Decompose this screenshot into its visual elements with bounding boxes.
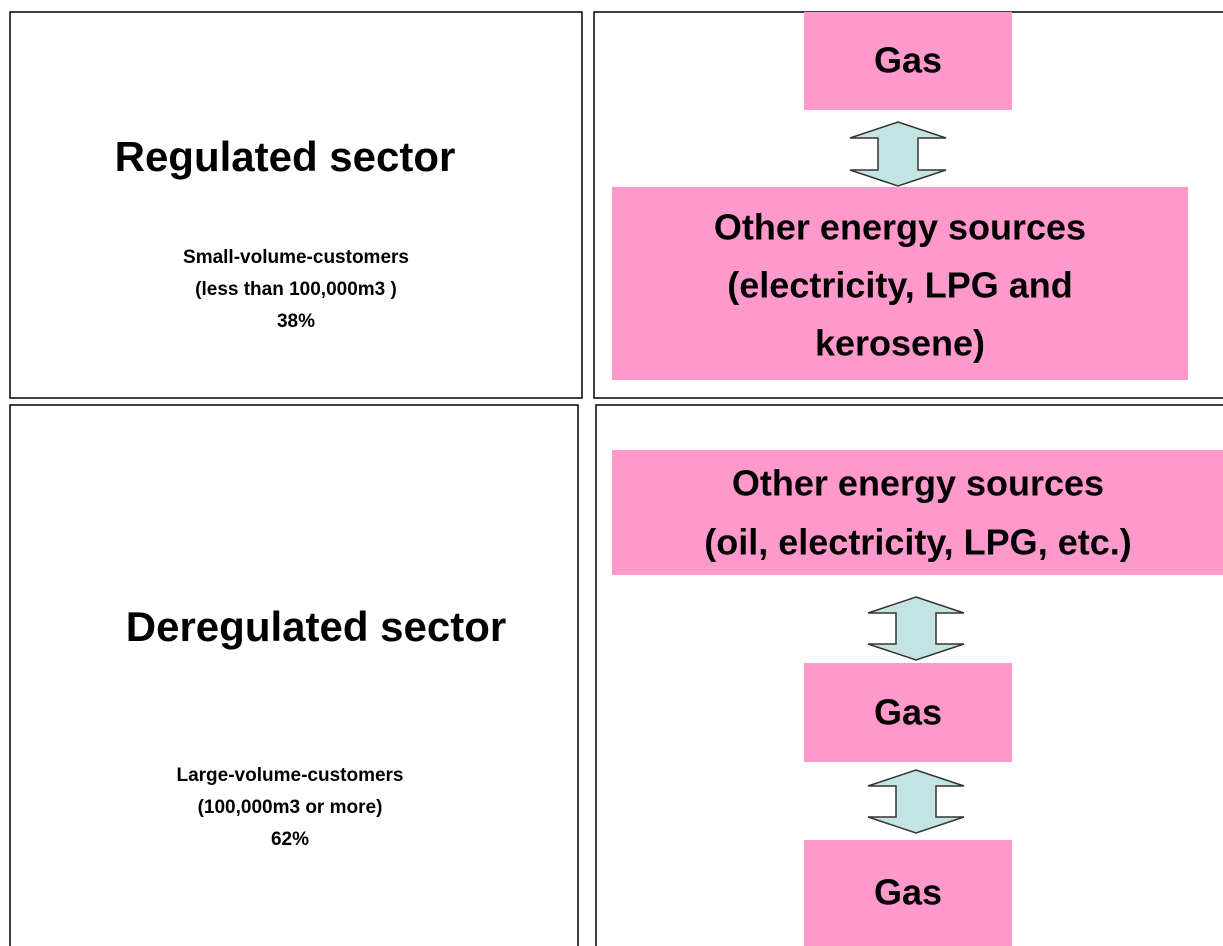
panel [9,404,579,946]
arrow [867,596,965,661]
energy-label: (electricity, LPG and [727,265,1072,306]
energy-box [612,187,1188,380]
sector-share: 62% [271,829,309,850]
energy-label: Other energy sources [732,463,1104,504]
arrow [849,121,947,187]
energy-box [804,840,1012,946]
energy-box [804,663,1012,762]
energy-label: kerosene) [815,323,985,364]
sector-note: (100,000m3 or more) [198,797,383,818]
energy-label: Gas [874,872,942,913]
panel [9,11,583,399]
sector-share: 38% [277,311,315,332]
sector-note: Small-volume-customers [183,247,409,268]
sector-note: Large-volume-customers [176,765,403,786]
sector-title: Deregulated sector [126,603,506,650]
sector-title: Regulated sector [115,133,456,180]
arrow [867,769,965,834]
energy-label: Gas [874,692,942,733]
energy-box [612,450,1223,575]
energy-box [804,12,1012,110]
energy-label: Other energy sources [714,207,1086,248]
sector-note: (less than 100,000m3 ) [195,279,397,300]
energy-label: Gas [874,40,942,81]
energy-label: (oil, electricity, LPG, etc.) [704,522,1131,563]
